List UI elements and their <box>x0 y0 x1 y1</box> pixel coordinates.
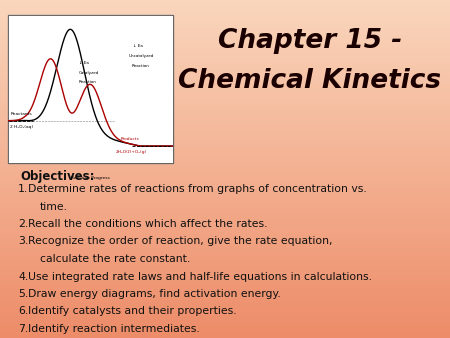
Text: 4.: 4. <box>18 271 28 282</box>
Text: 2.: 2. <box>18 219 28 229</box>
Text: 7.: 7. <box>18 324 28 334</box>
Text: Determine rates of reactions from graphs of concentration vs.: Determine rates of reactions from graphs… <box>28 184 367 194</box>
Text: calculate the rate constant.: calculate the rate constant. <box>40 254 190 264</box>
Text: 6.: 6. <box>18 307 28 316</box>
Text: Recognize the order of reaction, give the rate equation,: Recognize the order of reaction, give th… <box>28 237 333 246</box>
Text: 1.: 1. <box>18 184 28 194</box>
FancyBboxPatch shape <box>8 15 173 163</box>
Text: Draw energy diagrams, find activation energy.: Draw energy diagrams, find activation en… <box>28 289 281 299</box>
Text: Chemical Kinetics: Chemical Kinetics <box>179 68 441 94</box>
Text: Chapter 15 -: Chapter 15 - <box>218 28 402 54</box>
Text: 5.: 5. <box>18 289 28 299</box>
Text: time.: time. <box>40 201 68 212</box>
Text: Use integrated rate laws and half-life equations in calculations.: Use integrated rate laws and half-life e… <box>28 271 372 282</box>
Text: Identify reaction intermediates.: Identify reaction intermediates. <box>28 324 200 334</box>
Text: Objectives:: Objectives: <box>20 170 94 183</box>
Text: 3.: 3. <box>18 237 28 246</box>
Text: Recall the conditions which affect the rates.: Recall the conditions which affect the r… <box>28 219 267 229</box>
Text: Identify catalysts and their properties.: Identify catalysts and their properties. <box>28 307 237 316</box>
